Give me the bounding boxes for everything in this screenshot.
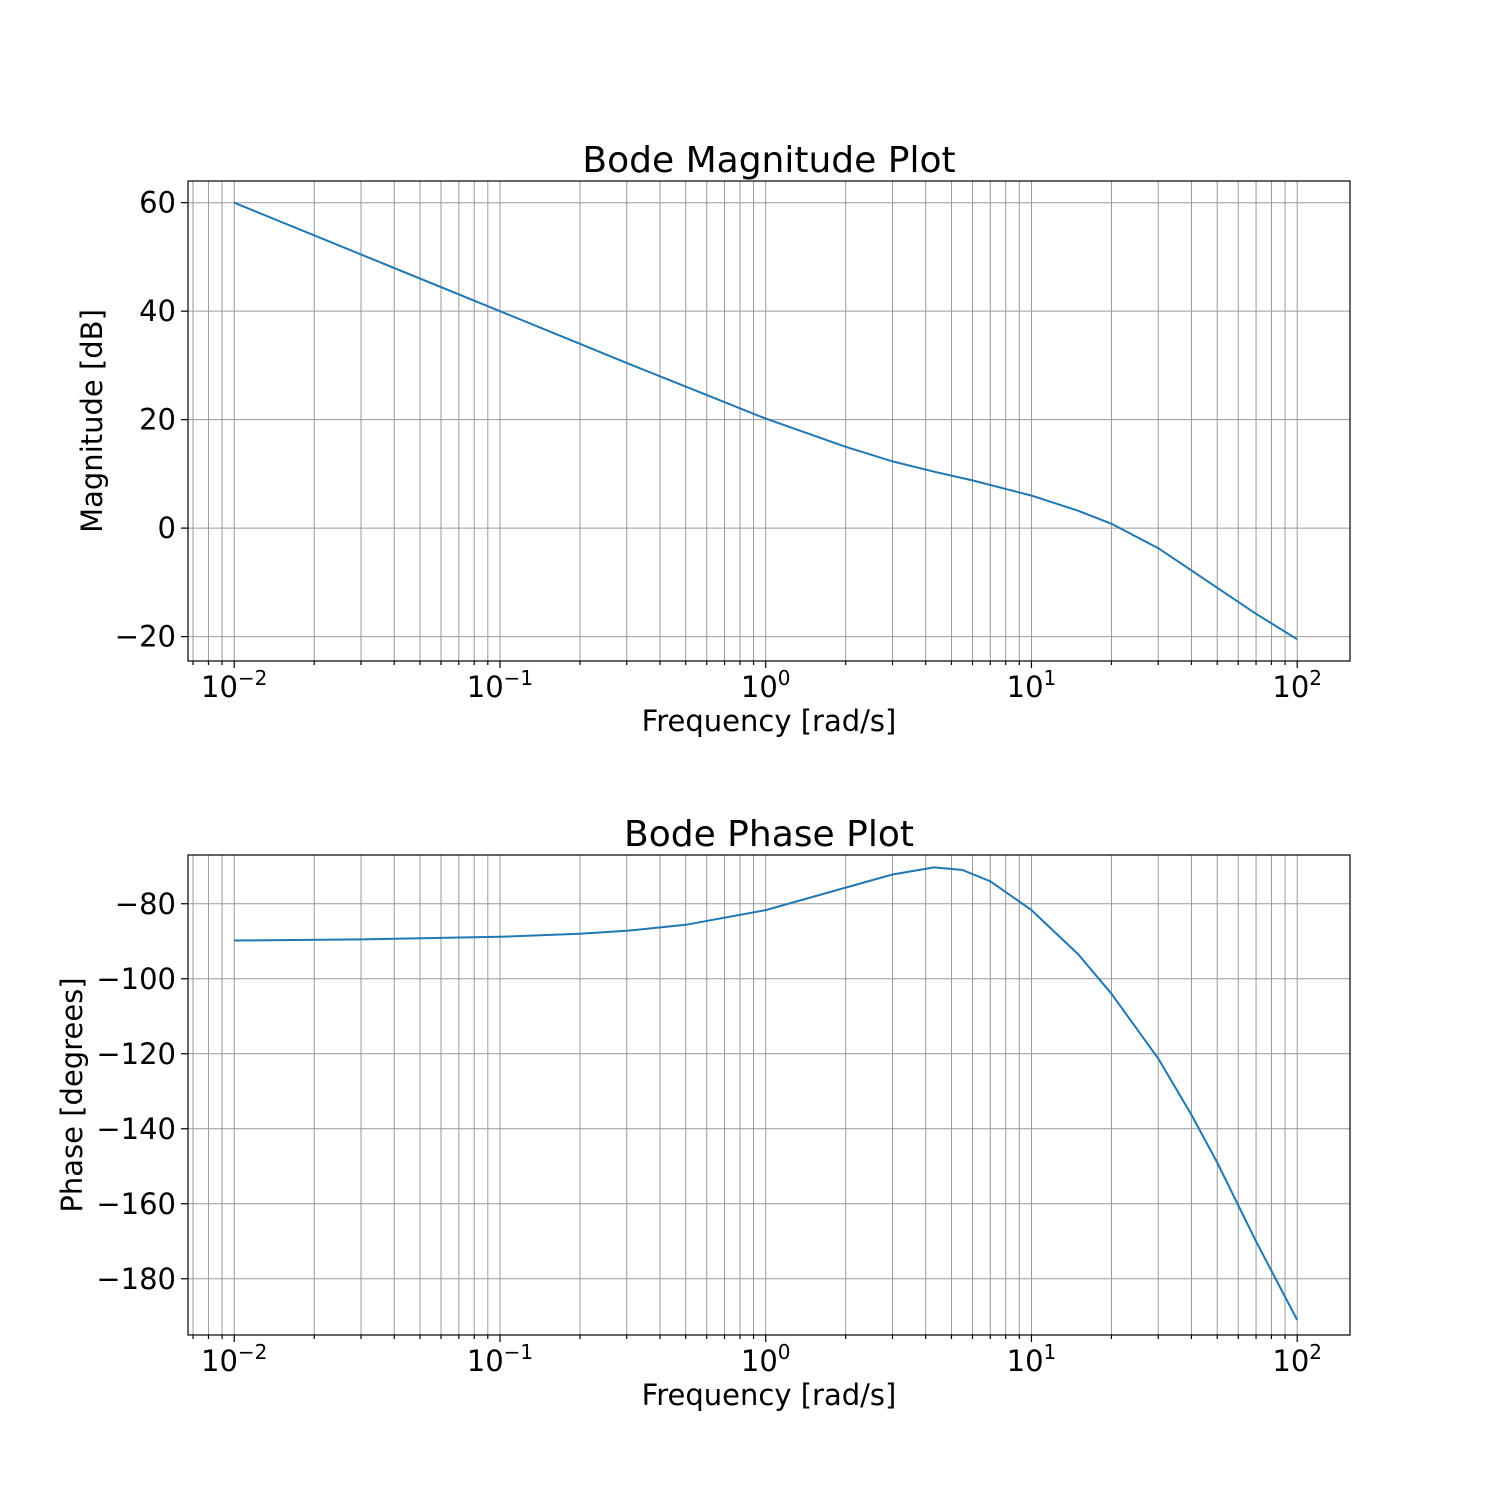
phase-y-tick-label: −180 — [96, 1262, 176, 1296]
phase-axes-frame — [187, 854, 1351, 1336]
phase-y-tick-label: −140 — [96, 1112, 176, 1146]
phase-x-tick-label: 102 — [1272, 1340, 1322, 1378]
phase-y-label: Phase [degrees] — [55, 977, 89, 1212]
magnitude-y-tick-label: 20 — [139, 403, 176, 437]
magnitude-x-tick-label: 100 — [741, 666, 791, 704]
magnitude-y-label: Magnitude [dB] — [75, 309, 109, 533]
phase-y-tick-label: −80 — [115, 887, 176, 921]
magnitude-x-axis: 10−2 10−1 100 101 102 — [201, 666, 1322, 704]
phase-x-tick-label: 10−2 — [201, 1340, 267, 1378]
phase-x-tick-label: 10−1 — [467, 1340, 533, 1378]
phase-title: Bode Phase Plot — [624, 814, 914, 855]
phase-x-tick-label: 100 — [741, 1340, 791, 1378]
phase-y-tick-label: −100 — [96, 962, 176, 996]
magnitude-x-tick-label: 102 — [1272, 666, 1322, 704]
phase-x-gridlines — [192, 855, 1298, 1342]
magnitude-x-tick-label: 10−2 — [201, 666, 267, 704]
magnitude-title: Bode Magnitude Plot — [582, 140, 955, 181]
magnitude-y-tick-label: −20 — [115, 620, 176, 654]
magnitude-axes-frame — [187, 180, 1351, 662]
magnitude-series-line — [233, 201, 1298, 641]
phase-y-axis: −80 −100 −120 −140 −160 −180 — [96, 887, 1350, 1296]
magnitude-x-gridlines — [192, 181, 1298, 668]
phase-plot: −80 −100 −120 −140 −160 −180 10−2 10−1 100 101 102… — [55, 814, 1351, 1412]
magnitude-x-tick-label: 101 — [1007, 666, 1057, 704]
magnitude-y-tick-label: 0 — [158, 511, 176, 545]
phase-y-tick-label: −160 — [96, 1187, 176, 1221]
magnitude-x-tick-label: 10−1 — [467, 666, 533, 704]
magnitude-y-tick-label: 60 — [139, 186, 176, 220]
phase-x-tick-label: 101 — [1007, 1340, 1057, 1378]
phase-series-line — [234, 866, 1299, 1321]
phase-x-axis: 10−2 10−1 100 101 102 — [201, 1340, 1322, 1378]
magnitude-plot: 60 40 20 0 −20 10−2 10−1 100 101 102 Bode Magnitud… — [75, 140, 1351, 738]
magnitude-x-label: Frequency [rad/s] — [642, 704, 897, 738]
phase-x-label: Frequency [rad/s] — [642, 1378, 897, 1412]
phase-y-tick-label: −120 — [96, 1037, 176, 1071]
magnitude-y-tick-label: 40 — [139, 294, 176, 328]
